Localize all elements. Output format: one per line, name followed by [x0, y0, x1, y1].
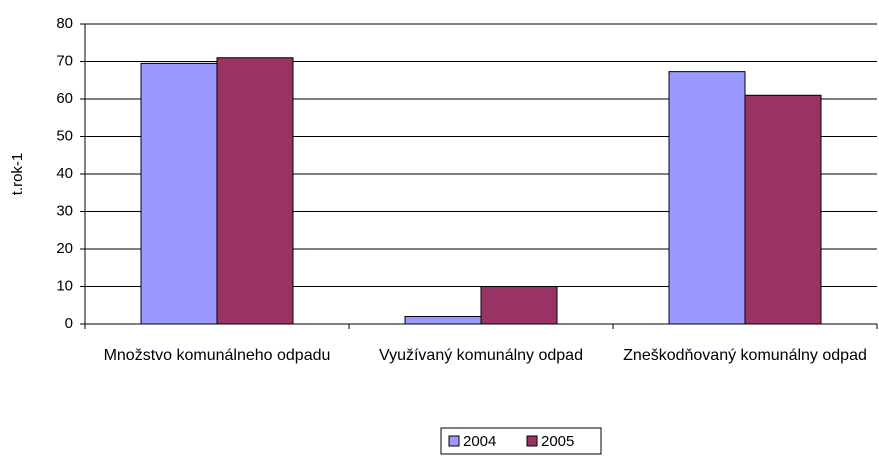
- legend-swatch: [448, 435, 460, 447]
- bar: [140, 62, 218, 325]
- y-tick-label: 10: [56, 277, 73, 294]
- bar: [744, 94, 822, 325]
- x-tick-label: Množstvo komunálneho odpadu: [103, 347, 331, 364]
- y-tick-label: 20: [56, 240, 73, 257]
- y-tick-label: 80: [56, 15, 73, 32]
- legend-label: 2005: [541, 433, 574, 450]
- bar: [480, 286, 558, 325]
- bar: [668, 71, 746, 325]
- y-tick-label: 0: [65, 315, 73, 332]
- y-tick-label: 50: [56, 127, 73, 144]
- bar: [404, 316, 482, 325]
- y-tick-label: 70: [56, 52, 73, 69]
- legend-swatch: [526, 435, 538, 447]
- y-tick-label: 60: [56, 90, 73, 107]
- x-tick-label: Využívaný komunálny odpad: [379, 347, 583, 364]
- legend-box: [440, 427, 602, 455]
- bar: [216, 57, 294, 325]
- x-tick-label: Zneškodňovaný komunálny odpad: [623, 347, 867, 364]
- y-tick-label: 40: [56, 165, 73, 182]
- legend-label: 2004: [463, 433, 496, 450]
- y-axis-label: t.rok-1: [9, 153, 26, 196]
- y-tick-label: 30: [56, 202, 73, 219]
